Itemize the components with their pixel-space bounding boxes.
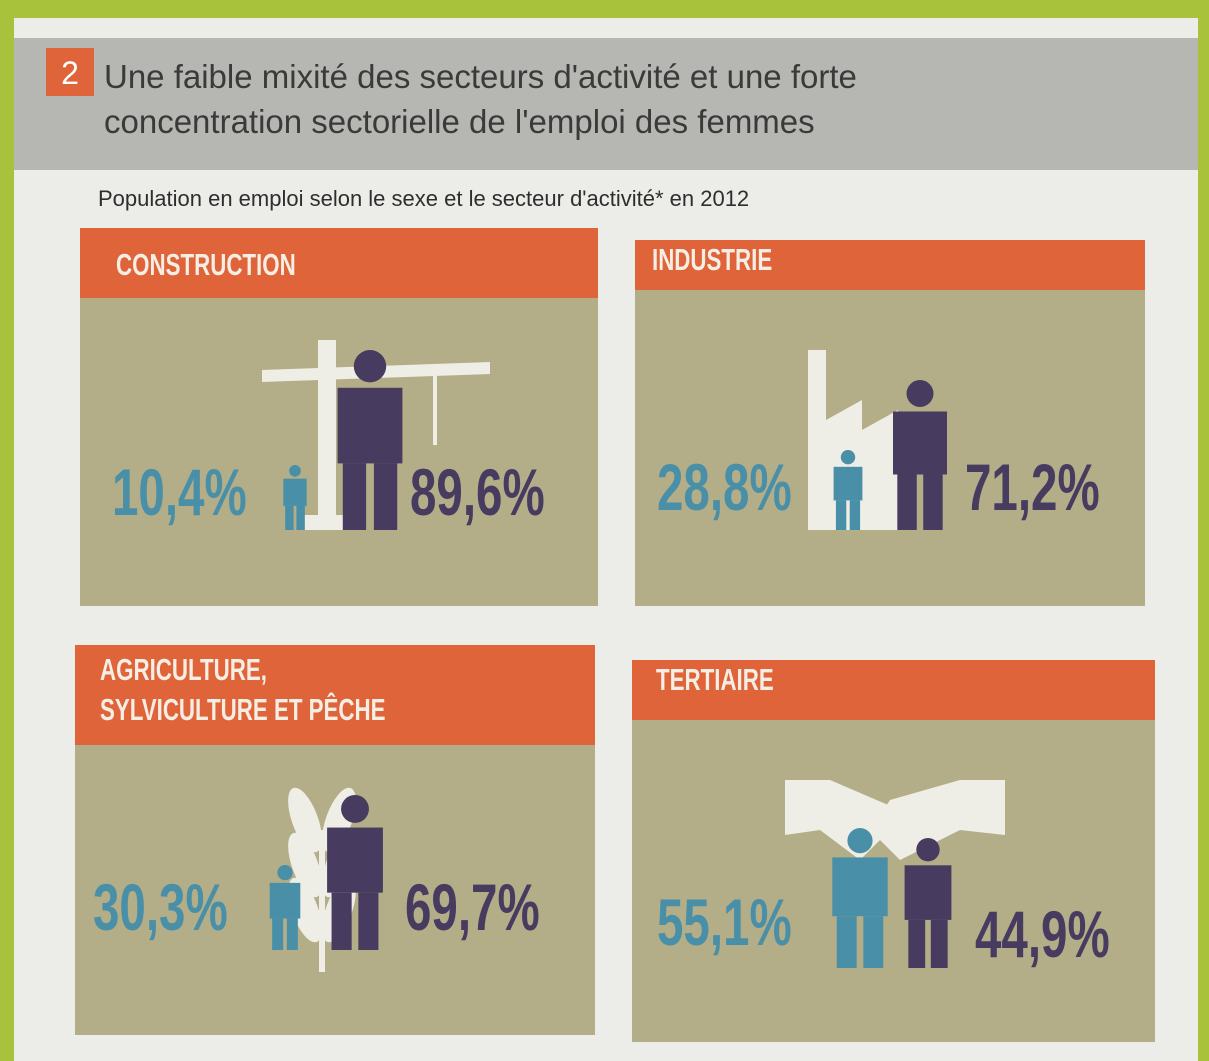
person-body bbox=[269, 882, 301, 919]
person-leg bbox=[285, 505, 294, 530]
person-leg bbox=[923, 474, 943, 530]
person-head bbox=[847, 828, 873, 854]
header-number: 2 bbox=[61, 55, 79, 91]
men-share: 69,7% bbox=[405, 871, 540, 944]
panel-header bbox=[635, 240, 1145, 290]
factory bbox=[808, 350, 898, 530]
panel-title: CONSTRUCTION bbox=[116, 247, 296, 281]
panel-title: TERTIAIRE bbox=[656, 662, 774, 696]
person-head bbox=[341, 795, 369, 823]
person-head bbox=[840, 450, 856, 465]
person-head bbox=[289, 465, 301, 477]
panel-title: AGRICULTURE, bbox=[100, 652, 267, 686]
person-leg bbox=[286, 918, 298, 950]
person-leg bbox=[836, 916, 857, 968]
person-leg bbox=[849, 500, 861, 530]
person-body bbox=[832, 857, 888, 917]
header-title: concentration sectorielle de l'emploi de… bbox=[104, 103, 815, 140]
person-head bbox=[916, 838, 940, 862]
wheat-grain bbox=[288, 832, 322, 898]
person-leg bbox=[930, 919, 948, 968]
person-leg bbox=[272, 918, 284, 950]
header-title: Une faible mixité des secteurs d'activit… bbox=[104, 58, 857, 95]
header-badge bbox=[46, 48, 94, 96]
person-body bbox=[893, 411, 947, 475]
men-share: 71,2% bbox=[965, 451, 1100, 524]
header-band bbox=[14, 38, 1198, 170]
panel-title: INDUSTRIE bbox=[652, 242, 772, 276]
panel-header bbox=[80, 228, 598, 298]
person-head bbox=[277, 865, 293, 881]
person-leg bbox=[835, 500, 847, 530]
person-body bbox=[327, 827, 383, 893]
hand-right bbox=[870, 780, 1005, 860]
person-leg bbox=[358, 892, 379, 950]
person-body bbox=[283, 478, 307, 506]
person-leg bbox=[373, 463, 398, 530]
women-share: 28,8% bbox=[657, 451, 792, 524]
women-share: 10,4% bbox=[112, 456, 247, 529]
crane-mast bbox=[318, 340, 336, 530]
subtitle: Population en emploi selon le sexe et le… bbox=[98, 186, 749, 211]
person-body bbox=[904, 865, 952, 920]
panel-title: SYLVICULTURE ET PÊCHE bbox=[100, 691, 386, 727]
person-head bbox=[906, 380, 934, 407]
women-share: 30,3% bbox=[93, 871, 228, 944]
wheat-grain bbox=[288, 787, 322, 853]
panel-header bbox=[632, 660, 1155, 720]
men-share: 89,6% bbox=[410, 456, 545, 529]
person-body bbox=[833, 466, 863, 501]
person-leg bbox=[897, 474, 917, 530]
women-share: 55,1% bbox=[657, 886, 792, 959]
person-leg bbox=[331, 892, 352, 950]
person-leg bbox=[863, 916, 884, 968]
person-head bbox=[353, 350, 387, 383]
person-leg bbox=[342, 463, 367, 530]
men-share: 44,9% bbox=[975, 898, 1110, 971]
person-leg bbox=[908, 919, 926, 968]
person-body bbox=[337, 387, 403, 464]
person-leg bbox=[296, 505, 305, 530]
panel-header bbox=[75, 645, 595, 745]
